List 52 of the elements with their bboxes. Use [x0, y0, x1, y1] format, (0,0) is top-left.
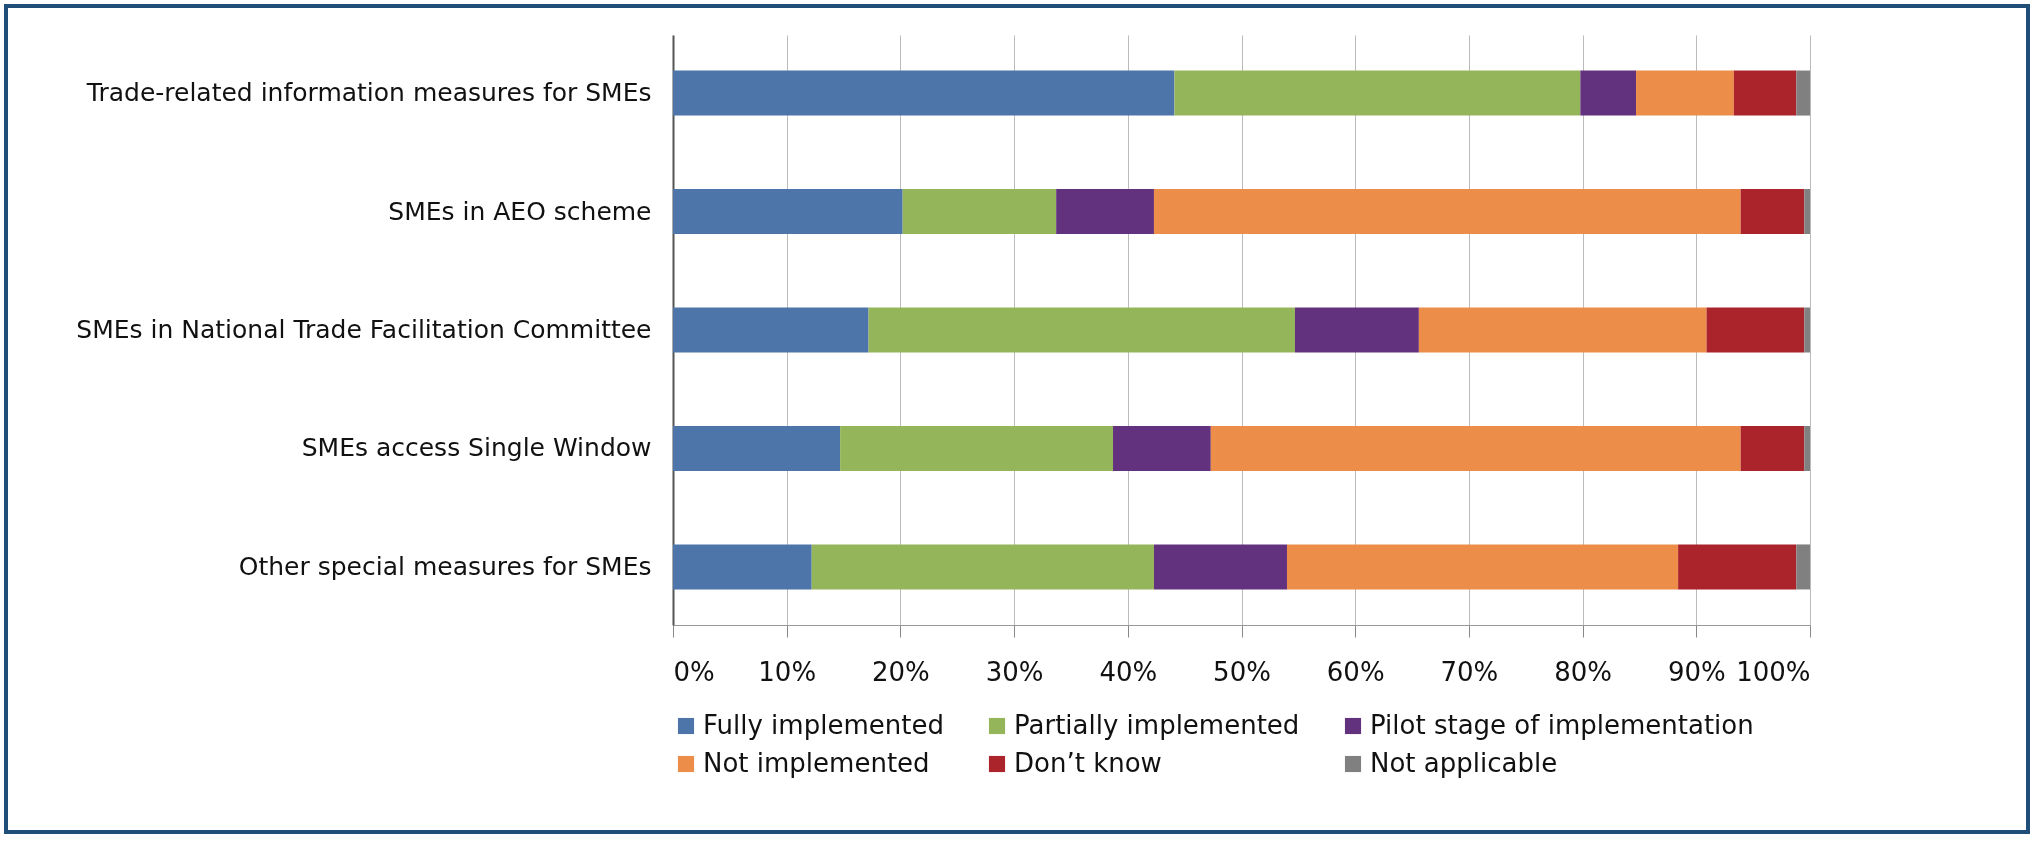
legend-label: Pilot stage of implementation: [1370, 710, 1754, 740]
legend-label: Fully implemented: [703, 710, 944, 740]
bar: [673, 544, 812, 590]
x-tick-label: 10%: [758, 656, 817, 687]
bar: [1678, 544, 1797, 590]
legend-label: Not applicable: [1370, 748, 1558, 778]
y-tick-label: Other special measures for SMEs: [238, 551, 652, 581]
bar: [673, 189, 903, 235]
bar: [673, 425, 841, 471]
legend-label: Partially implemented: [1014, 710, 1300, 740]
x-tick-label: 80%: [1554, 656, 1612, 687]
x-tick-label: 40%: [1099, 656, 1158, 687]
legend-label: Don’t know: [1014, 748, 1162, 778]
bar: [1153, 544, 1287, 590]
bar: [868, 307, 1295, 353]
bar: [1113, 425, 1211, 471]
bar: [1153, 189, 1741, 235]
bar: [1580, 70, 1637, 116]
bar: [673, 70, 1175, 116]
bar: [1740, 425, 1805, 471]
bar: [673, 307, 869, 353]
bar: [1733, 70, 1797, 116]
x-tick-label: 90%: [1667, 656, 1726, 687]
x-tick-label: 0%: [673, 656, 715, 687]
x-tick-label: 100%: [1736, 656, 1811, 687]
x-tick-label: 60%: [1326, 656, 1385, 687]
bar: [1210, 425, 1741, 471]
y-tick-label: Trade-related information measures for SMEs: [85, 78, 652, 108]
bar: [1804, 425, 1810, 471]
bar: [811, 544, 1154, 590]
bar: [1294, 307, 1419, 353]
bar: [902, 189, 1057, 235]
bar: [1804, 307, 1810, 353]
bar: [1706, 307, 1805, 353]
legend-label: Not implemented: [703, 748, 930, 778]
x-tick-label: 50%: [1213, 656, 1271, 687]
x-tick-label: 20%: [872, 656, 930, 687]
x-tick-label: 30%: [985, 656, 1044, 687]
bar: [1740, 189, 1805, 235]
bar: [840, 425, 1114, 471]
y-tick-label: SMEs in AEO scheme: [388, 196, 652, 226]
bar: [1796, 70, 1810, 116]
bar: [1056, 189, 1154, 235]
x-tick-label: 70%: [1440, 656, 1499, 687]
bar: [1174, 70, 1581, 116]
y-tick-label: SMEs access Single Window: [301, 433, 652, 463]
y-tick-label: SMEs in National Trade Facilitation Committee: [76, 315, 652, 344]
bar: [1286, 544, 1679, 590]
bar: [1636, 70, 1734, 116]
bar: [1796, 544, 1810, 590]
bar: [1804, 189, 1810, 235]
bar: [1418, 307, 1707, 353]
